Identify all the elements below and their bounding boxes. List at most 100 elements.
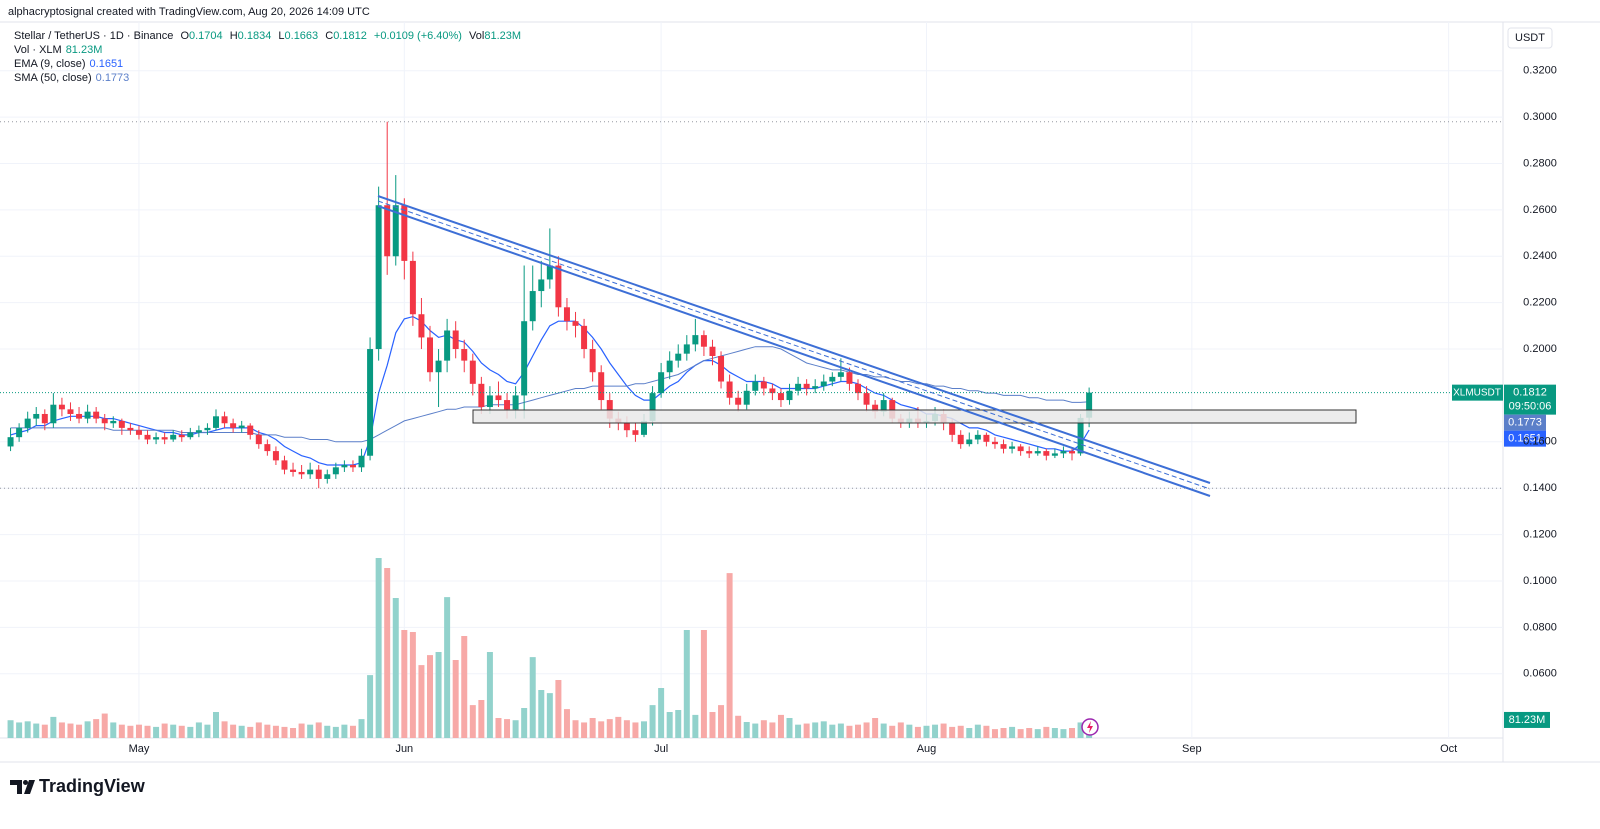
y-tick-label: 0.2800 <box>1523 157 1557 169</box>
volume-bar <box>991 729 998 738</box>
candle-body <box>649 393 656 421</box>
sma-name: SMA (50, close) <box>14 72 92 84</box>
volume-bar <box>153 726 160 738</box>
volume-bar <box>709 712 716 738</box>
candle-body <box>683 344 690 354</box>
y-tick-label: 0.2200 <box>1523 297 1557 309</box>
x-tick-label: Sep <box>1182 743 1202 755</box>
candle-body <box>1077 417 1084 454</box>
candle-body <box>178 434 185 438</box>
volume-bar <box>16 722 23 738</box>
volume-bar <box>803 723 810 738</box>
price-label: 0.1812 <box>1513 387 1547 399</box>
volume-bar <box>897 722 904 738</box>
volume-bar <box>880 723 887 738</box>
candle-body <box>598 372 605 401</box>
candle-body <box>623 423 630 431</box>
volume-bar <box>940 723 947 738</box>
candle-body <box>675 353 682 361</box>
volume-bar <box>101 713 108 738</box>
candle-body <box>769 388 776 394</box>
candle-body <box>966 439 973 445</box>
volume-bar <box>7 720 14 738</box>
volume-bar <box>1009 726 1016 738</box>
candle-body <box>452 330 459 350</box>
vol-value: 81.23M <box>484 30 521 42</box>
candle-body <box>641 420 647 435</box>
candle-body <box>949 423 956 435</box>
volume-bar <box>367 675 374 738</box>
candle-body <box>7 437 14 447</box>
candle-body <box>16 427 23 438</box>
x-tick-label: Oct <box>1440 743 1457 755</box>
candle-body <box>264 444 271 452</box>
volume-bar <box>238 725 245 738</box>
volume-bar <box>606 719 613 738</box>
volume-bar <box>144 725 151 738</box>
volume-bar <box>444 597 451 738</box>
volume-bar <box>298 723 305 738</box>
volume-bar <box>315 722 322 738</box>
candle-body <box>375 205 382 350</box>
candle-body <box>315 469 322 479</box>
y-tick-label: 0.3000 <box>1523 111 1557 123</box>
candle-body <box>743 390 750 405</box>
volume-bar <box>67 723 74 738</box>
volume-bar <box>332 726 339 738</box>
volume-bar <box>213 712 219 738</box>
candle-body <box>93 411 100 419</box>
candle-body <box>957 434 964 445</box>
volume-bar <box>264 724 271 738</box>
currency-button[interactable] <box>1507 27 1553 49</box>
candle-body <box>709 346 716 356</box>
volume-badge <box>1504 711 1550 728</box>
x-tick-label: Jun <box>395 743 413 755</box>
symbol: Stellar / TetherUS · 1D · Binance <box>14 30 173 42</box>
candle-body <box>255 434 262 445</box>
volume-bar <box>675 710 682 738</box>
candle-body <box>837 372 844 377</box>
volume-bar <box>324 725 331 738</box>
volume-bar <box>110 722 117 738</box>
volume-bar <box>33 723 40 738</box>
candle-body <box>1060 451 1067 454</box>
channel-middle <box>377 200 1211 490</box>
currency: USDT <box>1515 32 1545 44</box>
brand: TradingView <box>39 776 146 796</box>
volume-bar <box>966 728 973 738</box>
candle-body <box>803 383 810 389</box>
volume-bar <box>949 726 956 738</box>
volume-bar <box>743 722 750 738</box>
volume-bar <box>1017 729 1024 738</box>
volume-bar <box>812 722 819 738</box>
candle-body <box>384 205 391 257</box>
volume-bar <box>1000 728 1007 738</box>
volume-bar <box>906 724 913 738</box>
vol-value: 81.23M <box>66 44 103 56</box>
volume-bar <box>932 724 939 738</box>
candle-body <box>692 335 699 345</box>
candle-body <box>281 460 288 470</box>
candle-body <box>812 386 819 389</box>
volume-bar <box>512 720 519 738</box>
volume-bar <box>700 630 707 738</box>
price-badge <box>1504 384 1556 415</box>
volume-bar <box>255 722 262 738</box>
volume-bar <box>538 690 545 738</box>
y-tick-label: 0.2600 <box>1523 204 1557 216</box>
candle-body <box>135 430 142 435</box>
volume-bar <box>127 725 134 738</box>
logo-dot <box>23 780 28 785</box>
candle-body <box>1034 451 1041 454</box>
candle-body <box>349 465 356 468</box>
volume-bar <box>118 724 125 738</box>
volume-bar <box>418 665 425 738</box>
volume-bar <box>1043 726 1050 738</box>
candle-body <box>358 455 365 468</box>
candle-body <box>230 423 237 428</box>
volume-bar <box>24 721 31 738</box>
candle-body <box>67 409 74 414</box>
candle-body <box>846 372 853 384</box>
candle-body <box>889 400 896 419</box>
